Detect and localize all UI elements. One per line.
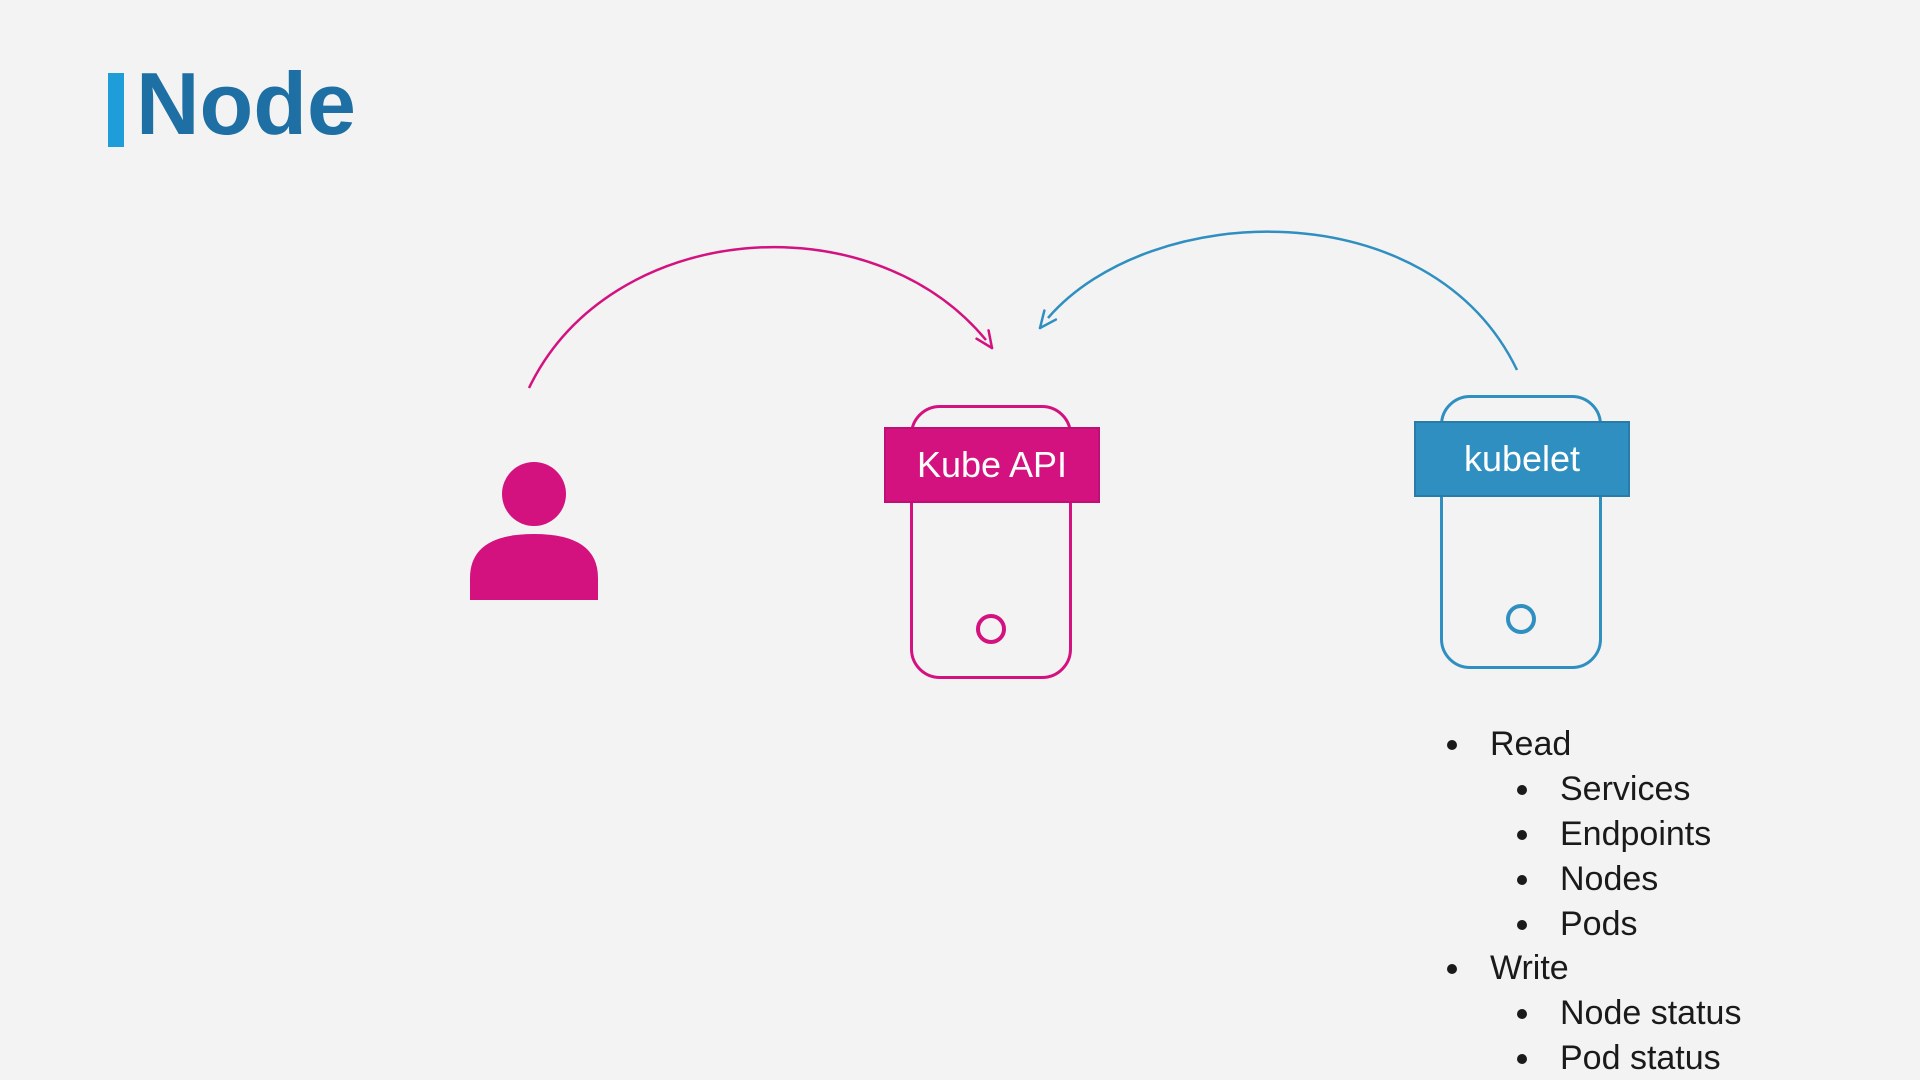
user-icon [470, 460, 598, 605]
title-accent-bar [108, 73, 124, 147]
list-item-label: Write [1474, 946, 1569, 991]
slide-title: Node [108, 60, 356, 148]
title-text: Node [124, 60, 356, 148]
list-item: Services [1544, 767, 1741, 812]
list-item-label: Services [1544, 767, 1690, 812]
list-item-label: Pod status [1544, 1036, 1721, 1080]
list-item-label: Read [1474, 722, 1571, 767]
device-home-button-icon [976, 614, 1006, 644]
list-item: Pod status [1544, 1036, 1741, 1080]
list-item: Nodes [1544, 857, 1741, 902]
list-item-label: Pods [1544, 902, 1638, 947]
list-item: Pods [1544, 902, 1741, 947]
list-item: Endpoints [1544, 812, 1741, 857]
diagram-stage: Node Kube API kubelet ReadServicesEndpoi… [0, 0, 1920, 1080]
device-home-button-icon [1506, 604, 1536, 634]
list-item: WriteNode statusPod statusevents [1474, 946, 1741, 1080]
list-item: ReadServicesEndpointsNodesPods [1474, 722, 1741, 946]
list-item-label: Endpoints [1544, 812, 1711, 857]
list-item: Node status [1544, 991, 1741, 1036]
kubelet-label: kubelet [1414, 421, 1630, 497]
list-item-label: Nodes [1544, 857, 1658, 902]
kube-api-label-text: Kube API [917, 444, 1067, 486]
kubelet-operations-list: ReadServicesEndpointsNodesPodsWriteNode … [1428, 722, 1741, 1080]
list-item-label: Node status [1544, 991, 1741, 1036]
kube-api-label: Kube API [884, 427, 1100, 503]
kubelet-label-text: kubelet [1464, 438, 1580, 480]
